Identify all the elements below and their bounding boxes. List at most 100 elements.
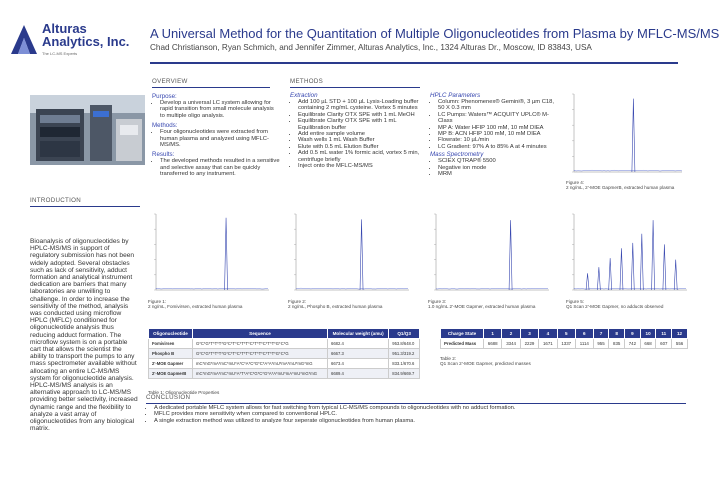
methods-text: Four oligonucleotides were extracted fro… — [160, 129, 280, 148]
table-header: 12 — [672, 329, 688, 339]
table-cell: 6688 — [484, 339, 502, 349]
table-header: 3 — [520, 329, 538, 339]
company-logo: Alturas Analytics, Inc. The LC-MS Expert… — [10, 22, 130, 62]
chromatogram-peak — [640, 234, 643, 290]
table-cell: 607 — [656, 339, 672, 349]
chromatogram-peak — [631, 243, 634, 290]
overview-heading: OVERVIEW — [152, 78, 188, 85]
figure-3-plot — [428, 210, 553, 298]
hplc-list: Column: Phenomenex® Gemini®, 3 µm C18, 5… — [430, 99, 558, 150]
table-header: 1 — [484, 329, 502, 339]
table-cell: Phospho B — [149, 349, 193, 359]
table-cell: 6682.4 — [328, 339, 389, 349]
table-header: 2 — [502, 329, 520, 339]
oligonucleotide-properties-table: Oligonucleotide Sequence Molecular weigh… — [148, 328, 420, 379]
figure-2-caption: Figure 2: 2 ng/mL, Phospho B, extracted … — [288, 299, 413, 309]
table-header: 9 — [625, 329, 641, 339]
conclusion-heading: CONCLUSION — [146, 394, 190, 401]
extraction-label: Extraction — [290, 92, 422, 99]
predicted-mass-table: Charge State 1 2 3 4 5 6 7 8 9 10 11 12 … — [440, 328, 688, 349]
chromatogram-peak — [586, 273, 589, 290]
table-header: Charge State — [441, 329, 484, 339]
figure-2-chromatogram — [288, 210, 413, 298]
table-cell: 742 — [625, 339, 641, 349]
alturas-logo-icon — [10, 24, 38, 56]
table-cell: 834.9/669.7 — [389, 369, 420, 379]
table-header: 7 — [593, 329, 609, 339]
table-header: 5 — [557, 329, 575, 339]
table-cell: 835 — [609, 339, 625, 349]
table-cell: 6689.4 — [328, 369, 389, 379]
brand-name: Alturas Analytics, Inc. — [42, 22, 129, 48]
table-cell: 953.8/648.0 — [389, 339, 420, 349]
baseline-trace — [156, 288, 268, 289]
table-cell: 833.1/670.6 — [389, 359, 420, 369]
extraction-step: Inject onto the MFLC-MS/MS — [298, 163, 422, 169]
chromatogram-peak — [663, 244, 666, 290]
conclusion-item: A single extraction method was utilized … — [154, 418, 694, 424]
poster-title: A Universal Method for the Quantitation … — [150, 26, 719, 41]
figure-5-caption: Figure 5: Q1 Scan 2'-MOE Gapmer, no addu… — [566, 299, 691, 309]
figure-1-chromatogram — [148, 210, 273, 298]
figure-4-caption: Figure 4: 2 ng/mL, 2'-MOE GapmerB, extra… — [566, 180, 686, 190]
table-header: Sequence — [193, 329, 328, 339]
overview-rule — [152, 87, 270, 88]
chromatogram-peak — [632, 99, 635, 172]
table-cell: mC*mG*mA*mC*mU*A*C*A*C*G*C*A*A*mU*mA*mU*… — [193, 359, 328, 369]
table-header: Q1/Q3 — [389, 329, 420, 339]
table-row: 2'-MOE Gapmer mC*mG*mA*mC*mU*A*C*A*C*G*C… — [149, 359, 420, 369]
ms-item: MRM — [438, 171, 558, 177]
baseline-trace — [296, 288, 408, 289]
table-header-row: Charge State 1 2 3 4 5 6 7 8 9 10 11 12 — [441, 329, 688, 339]
purpose-label: Purpose: — [152, 93, 280, 100]
hplc-item: LC Gradient: 97% A to 85% A at 4 minutes — [438, 144, 558, 150]
table-header-row: Oligonucleotide Sequence Molecular weigh… — [149, 329, 420, 339]
plot-axes — [296, 214, 409, 290]
mflc-system-photo — [30, 95, 145, 165]
table-header: 6 — [575, 329, 593, 339]
conclusion-list: A dedicated portable MFLC system allows … — [146, 405, 694, 424]
table-cell: Predicted Mass — [441, 339, 484, 349]
hplc-item: LC Pumps: Waters™ ACQUITY UPLC® M-Class — [438, 112, 558, 125]
brand-name-line2: Analytics, Inc. — [42, 35, 129, 48]
table-cell: 6667.3 — [328, 349, 389, 359]
table-cell: 1114 — [575, 339, 593, 349]
table-row: Phospho B G*C*G*T*T*T*G*C*T*C*T*T*C*T*T*… — [149, 349, 420, 359]
plot-axes — [156, 214, 269, 290]
figure-5-plot — [566, 210, 691, 298]
table-cell: G*C*G*T*T*T*G*C*T*C*T*T*C*T*T*C*T*T*G*C*… — [193, 339, 328, 349]
table-cell: 1671 — [539, 339, 557, 349]
table-header: 8 — [609, 329, 625, 339]
methods-heading: METHODS — [290, 78, 323, 85]
table-cell: 3344 — [502, 339, 520, 349]
conclusion-rule — [146, 403, 686, 404]
purpose-text: Develop a universal LC system allowing f… — [160, 100, 280, 119]
table-cell: 668 — [640, 339, 656, 349]
extraction-step: Add 0.5 mL water 1% formic acid, vortex … — [298, 150, 422, 163]
table-cell: 2'-MOE GapmerB — [149, 369, 193, 379]
extraction-step: Add 100 µL STD + 100 µL Lysis-Loading bu… — [298, 99, 422, 112]
table-cell: mC*mG*mA*mC*mU*A*T*A*C*G*C*G*A*A*mU*mA*m… — [193, 369, 328, 379]
table-2-caption: Table 2: Q1 Scan 2'-MOE Gapmer, predicte… — [440, 356, 590, 366]
hplc-block: HPLC Parameters Column: Phenomenex® Gemi… — [430, 92, 558, 177]
ms-list: SCIEX QTRAP® 5500 Negative ion mode MRM — [430, 158, 558, 177]
methods-label: Methods: — [152, 122, 280, 129]
plot-axes — [574, 94, 682, 172]
chromatogram-peak — [609, 258, 612, 290]
chromatogram-peak — [652, 220, 655, 290]
table-row: Fomivirsen G*C*G*T*T*T*G*C*T*C*T*T*C*T*T… — [149, 339, 420, 349]
chromatogram-peak — [620, 248, 623, 290]
figure-5-q1-scan — [566, 210, 691, 298]
figure-2-plot — [288, 210, 413, 298]
figure-4-plot — [566, 90, 686, 180]
figure-1-plot — [148, 210, 273, 298]
introduction-rule — [30, 206, 140, 207]
header-divider — [150, 62, 678, 64]
chromatogram-peak — [225, 218, 228, 290]
methods-rule — [290, 87, 420, 88]
baseline-trace — [436, 288, 548, 289]
table-cell: 951.3/319.2 — [389, 349, 420, 359]
plot-axes — [436, 214, 549, 290]
table-cell: Fomivirsen — [149, 339, 193, 349]
extraction-step: Equilibrate Clarity OTX SPE with 1 mL Eq… — [298, 118, 422, 131]
